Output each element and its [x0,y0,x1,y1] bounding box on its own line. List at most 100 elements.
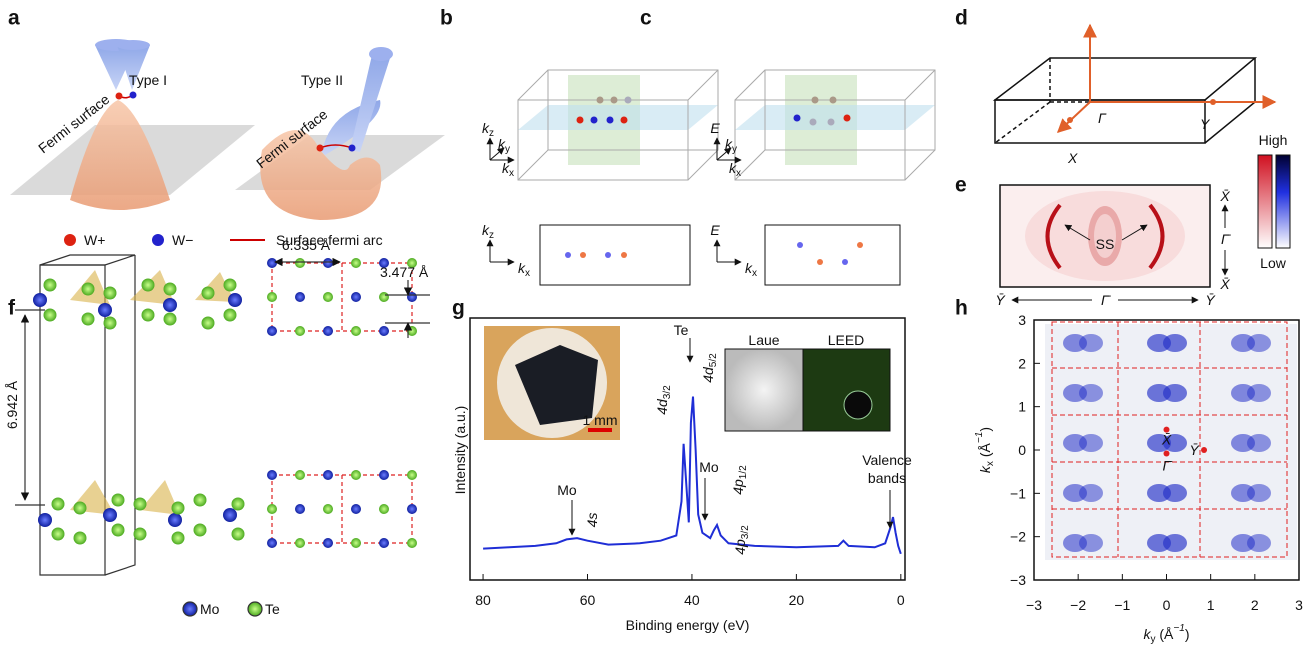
box-edge [687,149,719,181]
x-tick-label: 80 [475,592,491,608]
te-atom [141,308,155,322]
axis-title: ky (Å−1) [1143,623,1189,645]
peak-label: 4d3/2 [654,385,673,415]
y-tick-label: 3 [1018,312,1026,328]
text-part: 4d [654,398,670,415]
y-tick-label: −1 [1010,485,1026,501]
box-edge [687,69,719,101]
mo-atom [323,470,333,480]
arpes-blob [1247,384,1271,402]
te-atom [81,312,95,326]
mo-atom [103,508,117,522]
mo-atom [295,504,305,514]
colorbar-label: High [1259,132,1288,148]
arpes-blob [1079,334,1103,352]
te-atom [103,286,117,300]
mo-atom [323,326,333,336]
mo-atom [267,538,277,548]
box [764,69,936,151]
weyl-point [576,116,584,124]
text-part: k [482,222,490,238]
panel-label: a [8,7,20,30]
box-edge [517,149,549,181]
te-atom [267,504,277,514]
axis [489,147,505,161]
x-tick-label: 0 [1163,597,1171,613]
te-atom [43,308,57,322]
box [734,99,906,181]
text-part: y [732,144,738,155]
k-label: Ȳ [1205,292,1216,308]
weyl-point [817,259,823,265]
mo-atom [163,298,177,312]
plot-frame [469,317,906,581]
legend-label: Te [265,601,280,617]
axis-label: ky [498,136,511,155]
arpes-blob [1163,484,1187,502]
x-tick-label: 2 [1251,597,1259,613]
projection-box [539,224,691,286]
weyl-point [857,242,863,248]
arpes-blob [1079,434,1103,452]
peak-label: 4p1/2 [730,465,749,495]
box [547,69,719,151]
mo-atom [351,504,361,514]
axis [716,147,732,161]
peak-label: 4d5/2 [700,353,719,383]
arpes-blob [1079,384,1103,402]
axis-label: kz [482,222,494,241]
weyl-point [809,118,817,126]
te-atom [51,497,65,511]
text-part: ) [1185,626,1190,642]
weyl-point [590,116,598,124]
te-atom [111,493,125,507]
panel-e-art [999,154,1291,304]
scale-label: 1 mm [583,412,618,428]
weyl-point [811,96,819,104]
panel-d-art [992,23,1277,144]
peak-label: Mo [557,482,577,498]
k-point-label: X̄ [1161,432,1172,448]
te-atom [73,501,87,515]
te-atom [171,531,185,545]
box-edge [734,149,766,181]
weyl-point [620,116,628,124]
te-atom [231,527,245,541]
weyl-point [842,259,848,265]
weyl-point [580,252,586,258]
te-atom [111,523,125,537]
axis-label: ky [725,136,738,155]
mo-atom [379,258,389,268]
arpes-blob [1163,334,1187,352]
te-atom [43,278,57,292]
mo-atom [379,470,389,480]
mo-atom [168,513,182,527]
te-atom [351,326,361,336]
text-part: x [752,268,757,279]
x-tick-label: 3 [1295,597,1303,613]
te-atom [163,312,177,326]
te-atom [323,292,333,302]
te-atom [81,282,95,296]
panel-label: h [955,297,968,320]
te-atom [163,282,177,296]
axis-label: kx [745,260,757,279]
te-atom [133,527,147,541]
text-part: −1 [1173,623,1185,634]
panel-label: d [955,7,968,30]
legend-label: W+ [84,232,105,248]
mo-atom [267,470,277,480]
weyl-point [606,116,614,124]
mo-atom [33,293,47,307]
axes-3d [486,137,515,164]
type-label: Type I [129,72,167,88]
text-part: (Å [977,442,993,461]
k-point-label: Γ̄ [1163,457,1173,473]
bz-box [517,69,719,181]
projection-box [764,224,901,286]
mo-atom [228,293,242,307]
mo-atom [98,303,112,317]
dimension: 3.477 Å [380,264,429,280]
y-tick-label: 0 [1018,442,1026,458]
arpes-blob [1247,534,1271,552]
